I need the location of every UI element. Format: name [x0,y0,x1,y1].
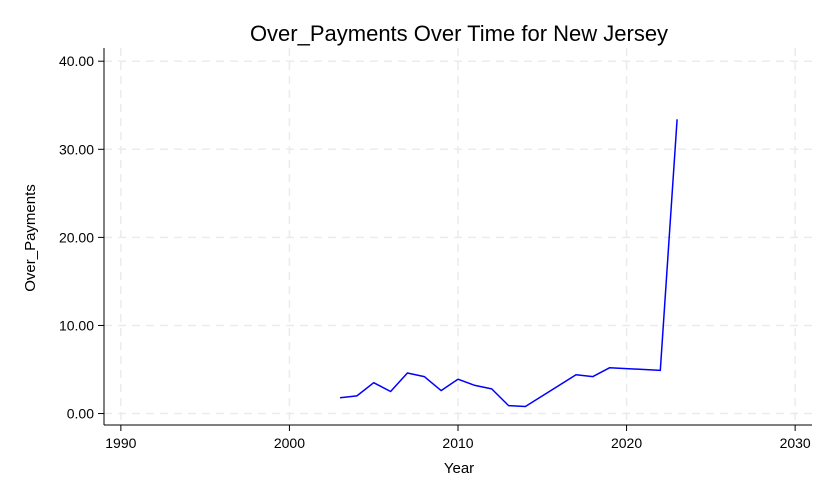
gridlines [104,48,812,425]
y-tick-label: 0.00 [67,406,94,422]
y-axis-ticks: 0.00 10.00 20.00 30.00 40.00 [59,53,104,422]
x-tick-label: 2030 [780,435,811,451]
y-tick-label: 30.00 [59,141,94,157]
x-axis-ticks: 1990 2000 2010 2020 2030 [105,425,811,451]
y-tick-label: 20.00 [59,229,94,245]
series-line [339,119,678,408]
x-tick-label: 2010 [442,435,473,451]
x-axis-title: Year [444,460,474,477]
x-tick-label: 2000 [274,435,305,451]
y-tick-label: 10.00 [59,317,94,333]
series-lines [339,119,678,408]
x-tick-label: 2020 [611,435,642,451]
y-tick-label: 40.00 [59,53,94,69]
chart-title: Over_Payments Over Time for New Jersey [250,21,668,46]
y-axis-title: Over_Payments [22,184,39,292]
x-tick-label: 1990 [105,435,136,451]
